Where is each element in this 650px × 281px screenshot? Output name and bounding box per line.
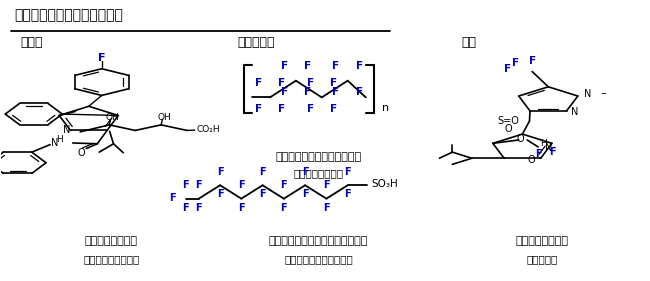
Text: F: F bbox=[183, 203, 189, 212]
Text: F: F bbox=[216, 189, 224, 199]
Text: F: F bbox=[216, 167, 224, 177]
Text: N: N bbox=[571, 107, 578, 117]
Text: F: F bbox=[307, 78, 314, 88]
Text: F: F bbox=[330, 104, 337, 114]
Text: N: N bbox=[63, 125, 70, 135]
Text: O: O bbox=[77, 148, 85, 158]
Text: F: F bbox=[281, 87, 288, 98]
Text: F: F bbox=[304, 87, 311, 98]
Text: F: F bbox=[504, 64, 511, 74]
Text: F: F bbox=[323, 180, 330, 190]
Text: S=O: S=O bbox=[498, 116, 520, 126]
Text: （除草剤）: （除草剤） bbox=[526, 255, 558, 265]
Text: フッ素を持つ有機化合物の例: フッ素を持つ有機化合物の例 bbox=[14, 8, 124, 22]
Text: F: F bbox=[307, 104, 314, 114]
Text: N: N bbox=[51, 138, 58, 148]
Text: ピロキサスルホン: ピロキサスルホン bbox=[515, 237, 568, 246]
Text: F: F bbox=[344, 189, 351, 199]
Text: F: F bbox=[238, 203, 244, 212]
Text: （フッ素系界面活性剤）: （フッ素系界面活性剤） bbox=[284, 255, 353, 265]
Text: F: F bbox=[170, 192, 176, 203]
Text: 機能性材料: 機能性材料 bbox=[238, 36, 275, 49]
Text: F: F bbox=[278, 78, 285, 88]
Text: F: F bbox=[549, 147, 556, 157]
Text: F: F bbox=[302, 167, 309, 177]
Text: F: F bbox=[528, 56, 536, 66]
Text: F: F bbox=[332, 61, 339, 71]
Text: アトルバスタチン: アトルバスタチン bbox=[85, 237, 138, 246]
Text: F: F bbox=[238, 180, 244, 190]
Text: F: F bbox=[535, 149, 541, 159]
Text: F: F bbox=[281, 203, 287, 212]
Text: N: N bbox=[545, 142, 552, 153]
Text: F: F bbox=[98, 53, 105, 63]
Text: H: H bbox=[57, 135, 63, 144]
Text: F: F bbox=[196, 180, 202, 190]
Text: F: F bbox=[259, 189, 266, 199]
Text: F: F bbox=[255, 78, 262, 88]
Text: F: F bbox=[356, 87, 363, 98]
Text: 農薬: 農薬 bbox=[461, 36, 476, 49]
Text: （フッ素系樹脂）: （フッ素系樹脂） bbox=[294, 168, 344, 178]
Text: N: N bbox=[584, 89, 592, 99]
Text: SO₃H: SO₃H bbox=[372, 179, 398, 189]
Text: F: F bbox=[332, 87, 339, 98]
Text: –: – bbox=[601, 88, 606, 98]
Text: F: F bbox=[183, 180, 189, 190]
Text: O: O bbox=[505, 124, 513, 134]
Text: F: F bbox=[281, 180, 287, 190]
Text: OH: OH bbox=[157, 113, 171, 122]
Text: ペルフルオロアルキルスルホン酸: ペルフルオロアルキルスルホン酸 bbox=[269, 237, 368, 246]
Text: F: F bbox=[281, 61, 288, 71]
Text: H: H bbox=[540, 139, 547, 148]
Text: F: F bbox=[196, 203, 202, 212]
Text: OH: OH bbox=[106, 113, 120, 122]
Text: F: F bbox=[302, 189, 309, 199]
Text: 医薬品: 医薬品 bbox=[21, 36, 44, 49]
Text: （高脆血症治療薬）: （高脆血症治療薬） bbox=[83, 255, 140, 265]
Text: O: O bbox=[517, 134, 525, 144]
Text: F: F bbox=[356, 61, 363, 71]
Text: F: F bbox=[304, 61, 311, 71]
Text: ポリテトラフルオロエチレン: ポリテトラフルオロエチレン bbox=[276, 152, 361, 162]
Text: F: F bbox=[255, 104, 262, 114]
Text: F: F bbox=[323, 203, 330, 212]
Text: F: F bbox=[344, 167, 351, 177]
Text: O: O bbox=[528, 155, 536, 166]
Text: n: n bbox=[382, 103, 389, 113]
Text: F: F bbox=[330, 78, 337, 88]
Text: F: F bbox=[512, 58, 519, 68]
Text: F: F bbox=[278, 104, 285, 114]
Text: CO₂H: CO₂H bbox=[196, 125, 220, 134]
Text: F: F bbox=[259, 167, 266, 177]
